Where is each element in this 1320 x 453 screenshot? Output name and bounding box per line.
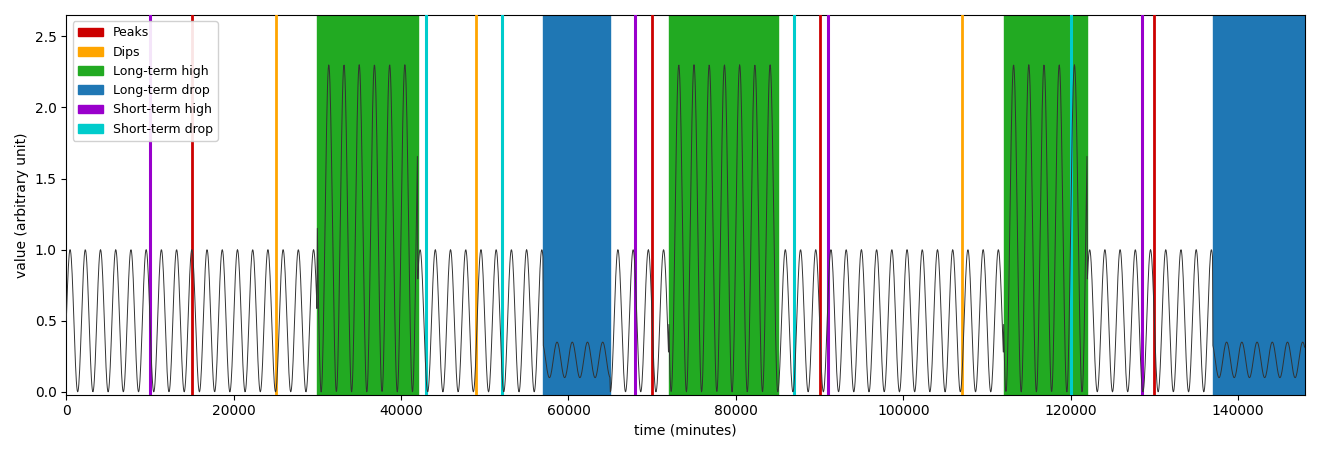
Bar (669, 15, 777, 395)
Bar (1213, 15, 1305, 395)
X-axis label: time (minutes): time (minutes) (635, 424, 737, 438)
Bar (317, 15, 418, 395)
Bar (1003, 15, 1088, 395)
Y-axis label: value (arbitrary unit): value (arbitrary unit) (15, 132, 29, 278)
Bar (544, 15, 610, 395)
Legend: Peaks, Dips, Long-term high, Long-term drop, Short-term high, Short-term drop: Peaks, Dips, Long-term high, Long-term d… (73, 21, 218, 140)
